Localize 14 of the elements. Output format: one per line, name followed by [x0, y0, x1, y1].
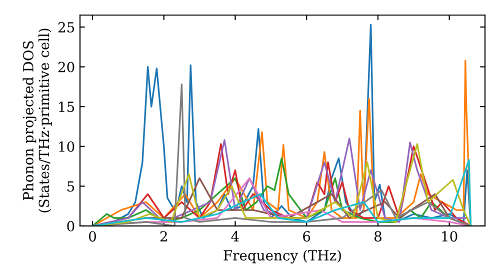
x-tick-label: 4	[231, 231, 239, 242]
y-axis-title: Phonon projected DOS (States/THz·primitive cell)	[22, 28, 52, 212]
y-tick-label: 15	[59, 102, 74, 112]
x-tick-label: 6	[303, 231, 310, 242]
y-tick-label: 10	[59, 141, 74, 152]
x-tick-label: 8	[374, 231, 382, 242]
x-tick-label: 0	[88, 231, 96, 242]
x-tick-label: 2	[160, 231, 167, 242]
y-tick-label: 25	[58, 22, 74, 33]
y-tick-label: 0	[67, 220, 74, 232]
x-tick-label: 10	[442, 231, 458, 242]
x-axis-title: Frequency (THz)	[224, 250, 341, 264]
y-tick-label: 20	[58, 62, 74, 72]
y-tick-label: 5	[67, 181, 74, 192]
